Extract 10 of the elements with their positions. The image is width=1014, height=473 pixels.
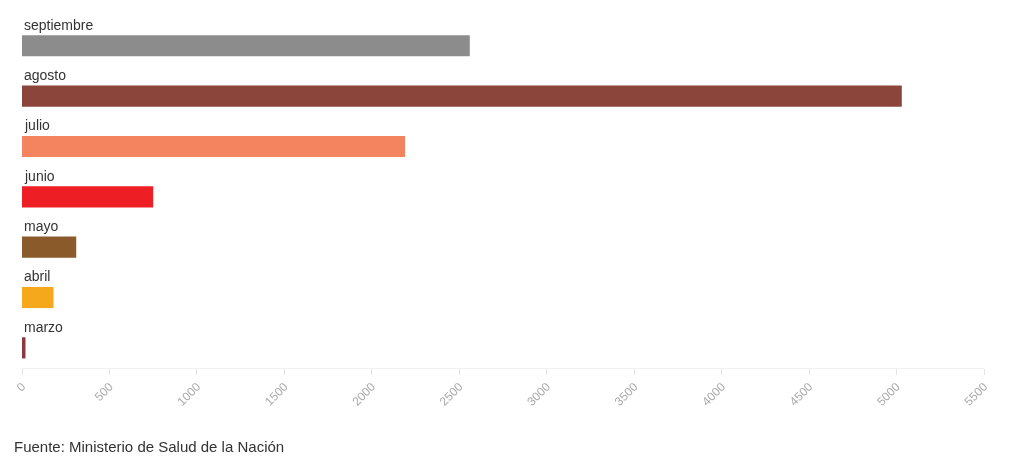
y-tick-label: junio [24, 168, 55, 184]
y-tick-label: marzo [24, 319, 64, 335]
y-tick-label: mayo [24, 218, 59, 234]
y-tick-label: julio [24, 117, 51, 133]
y-tick-label: agosto [24, 67, 67, 83]
source-note: Fuente: Ministerio de Salud de la Nación [14, 438, 285, 455]
x-tick-label: 0 [13, 379, 29, 395]
y-tick-label: abril [24, 268, 51, 284]
y-tick-label: septiembre [24, 17, 94, 33]
x-tick-label: 500 [91, 379, 117, 404]
